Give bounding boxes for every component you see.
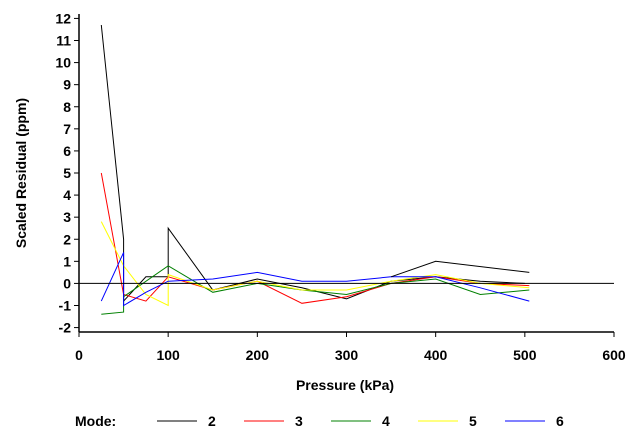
- x-tick-label: 500: [513, 347, 537, 363]
- y-tick-label: 4: [63, 187, 71, 203]
- y-tick-label: 3: [63, 209, 71, 225]
- y-tick-label: 0: [63, 275, 71, 291]
- series-line-extra-5: [390, 260, 530, 278]
- y-tick-label: -2: [59, 320, 72, 336]
- legend-label-6: 6: [556, 413, 564, 429]
- y-tick-label: 8: [63, 99, 71, 115]
- x-tick-label: 600: [602, 347, 626, 363]
- series-line-6: [100, 252, 530, 307]
- y-tick-label: 6: [63, 143, 71, 159]
- y-tick-label: 10: [55, 55, 71, 71]
- y-tick-label: 9: [63, 77, 71, 93]
- legend-label-4: 4: [382, 413, 390, 429]
- x-tick-label: 400: [424, 347, 448, 363]
- legend-label-2: 2: [208, 413, 216, 429]
- plot-lines: [100, 24, 530, 315]
- y-axis-title: Scaled Residual (ppm): [13, 98, 29, 248]
- y-tick-label: 5: [63, 165, 71, 181]
- legend-title: Mode:: [75, 413, 116, 429]
- series-line-5: [100, 221, 530, 307]
- x-tick-label: 100: [156, 347, 180, 363]
- legend: Mode: 2 3 4 5 6: [75, 413, 564, 429]
- x-tick-label: 300: [335, 347, 359, 363]
- series-line-3: [100, 172, 530, 304]
- legend-label-5: 5: [469, 413, 477, 429]
- y-tick-label: 1: [63, 253, 71, 269]
- y-tick-label: 2: [63, 231, 71, 247]
- y-tick-label: 11: [56, 33, 71, 49]
- x-ticks: 0 100 200 300 400 500 600: [75, 332, 626, 363]
- y-tick-label: -1: [59, 298, 72, 314]
- series-line-2: [100, 24, 525, 303]
- legend-label-3: 3: [295, 413, 303, 429]
- x-tick-label: 0: [75, 347, 83, 363]
- y-tick-label: 7: [63, 121, 71, 137]
- y-tick-label: 12: [55, 10, 71, 26]
- x-tick-label: 200: [246, 347, 270, 363]
- x-axis-title: Pressure (kPa): [296, 377, 394, 393]
